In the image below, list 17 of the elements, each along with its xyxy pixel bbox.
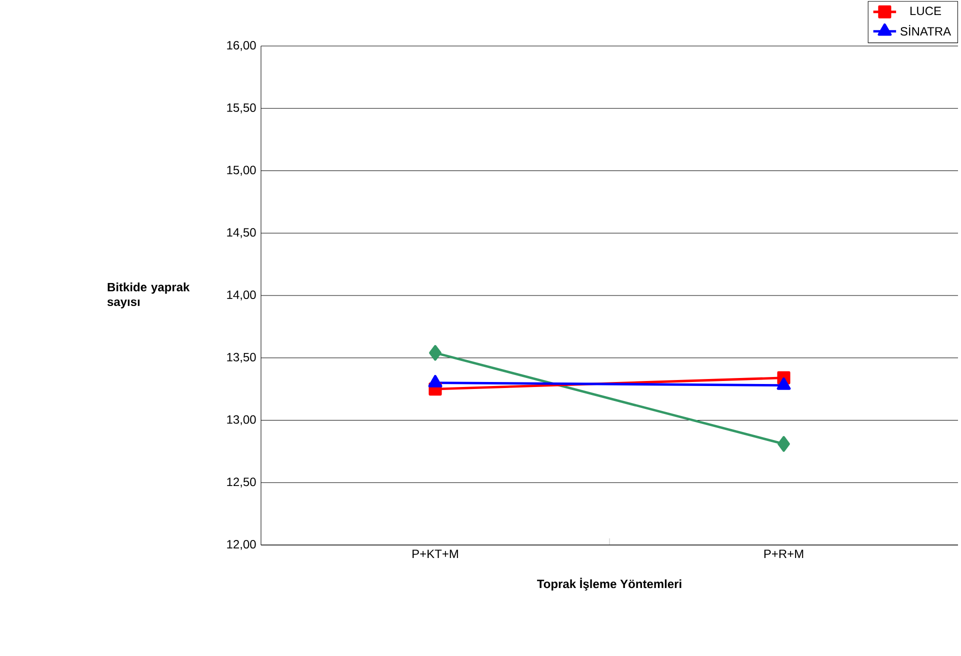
y-axis-title: Bitkide yaprak sayısı (107, 282, 190, 308)
y-tick-label: 15,00 (227, 166, 256, 176)
x-tick-label: P+KT+M (412, 550, 458, 558)
y-tick-label: 15,50 (227, 103, 256, 114)
y-tick-label: 12,00 (227, 540, 256, 550)
point (778, 436, 790, 452)
x-axis-title: Toprak İşleme Yöntemleri (537, 578, 682, 591)
point (429, 345, 442, 361)
y-tick-label: 13,50 (227, 352, 256, 363)
legend-label: SİNATRA (900, 25, 952, 36)
y-tick-label: 14,50 (227, 228, 256, 238)
y-tick-label: 12,50 (227, 478, 256, 488)
legend-label: LUCE (910, 6, 941, 16)
y-tick-label: 14,00 (227, 290, 256, 300)
y-tick-label: 13,00 (227, 415, 256, 426)
y-tick-label: 16,00 (227, 41, 256, 51)
x-tick-label: P+R+M (764, 550, 804, 558)
